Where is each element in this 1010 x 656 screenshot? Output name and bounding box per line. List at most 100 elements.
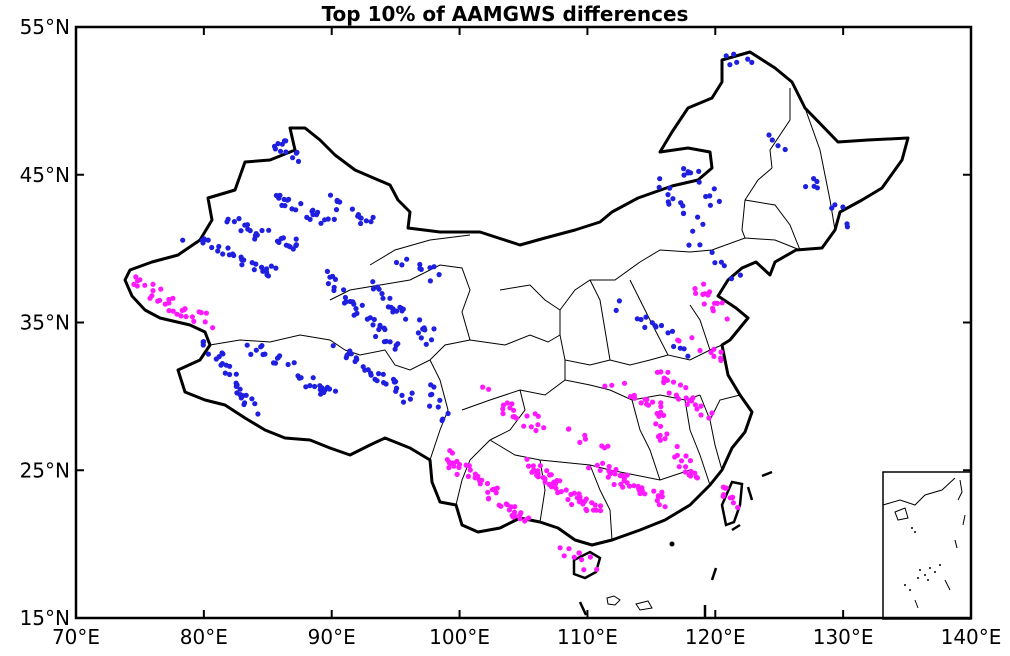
point-series-a (252, 236, 258, 242)
point-series-b (724, 316, 730, 322)
point-series-b (467, 467, 473, 473)
point-series-a (711, 186, 717, 192)
point-series-b (656, 413, 662, 419)
point-series-a (351, 312, 357, 318)
point-series-b (664, 377, 671, 383)
point-series-b (644, 397, 650, 403)
point-series-b (692, 286, 698, 292)
point-series-a (290, 155, 296, 161)
x-tick-label: 100°E (429, 625, 490, 649)
point-series-a (227, 371, 233, 378)
point-series-b (662, 436, 668, 442)
point-series-a (248, 351, 254, 357)
point-series-a (220, 251, 226, 257)
point-series-a (372, 376, 378, 382)
point-series-a (205, 237, 211, 243)
point-series-b (534, 472, 540, 478)
point-series-b (662, 504, 668, 510)
point-series-a (665, 330, 671, 336)
point-series-b (522, 517, 528, 523)
point-series-a (222, 370, 228, 376)
point-series-b (689, 398, 695, 404)
axes: 70°E 80°E 90°E 100°E 110°E 120°E 130°E 140°E 15°… (20, 15, 1002, 649)
point-series-a (213, 356, 219, 362)
point-series-a (665, 192, 671, 198)
point-series-a (291, 360, 297, 366)
point-series-a (373, 333, 379, 340)
point-series-b (694, 475, 701, 481)
point-series-b (484, 480, 491, 487)
point-series-b (670, 379, 677, 385)
point-series-a (344, 352, 350, 358)
point-series-a (829, 205, 835, 211)
point-series-b (683, 395, 689, 401)
point-series-a (295, 158, 302, 164)
point-series-a (392, 346, 398, 352)
point-series-a (782, 146, 788, 153)
point-series-b (480, 384, 486, 390)
point-series-a (180, 237, 186, 243)
point-series-b (706, 415, 712, 421)
point-series-a (417, 261, 423, 268)
point-series-b (597, 467, 603, 473)
x-tick-label: 70°E (52, 625, 100, 649)
point-series-b (735, 504, 741, 511)
point-series-a (275, 141, 281, 147)
point-series-b (597, 503, 604, 509)
point-series-a (216, 243, 222, 250)
map-title: Top 10% of AAMGWS differences (321, 2, 689, 26)
point-series-b (183, 314, 189, 320)
point-series-b (624, 480, 630, 486)
point-series-a (233, 371, 239, 377)
point-series-a (428, 337, 435, 343)
point-series-b (658, 404, 664, 410)
point-series-a (400, 306, 406, 312)
point-series-b (698, 412, 704, 418)
point-series-b (162, 301, 168, 307)
point-series-a (681, 172, 687, 178)
point-series-b (711, 300, 718, 306)
point-series-b (606, 468, 612, 474)
point-series-a (681, 346, 687, 352)
point-series-a (445, 410, 451, 417)
hainan-island (572, 550, 602, 580)
point-series-a (349, 206, 355, 212)
point-series-a (707, 193, 713, 199)
point-series-a (387, 339, 393, 345)
point-series-b (587, 554, 594, 560)
point-series-a (224, 219, 230, 225)
point-series-a (696, 179, 702, 185)
point-series-b (710, 305, 716, 311)
point-series-b (557, 545, 563, 551)
point-series-a (201, 236, 207, 242)
point-series-b (730, 500, 737, 506)
point-series-b (576, 499, 583, 505)
point-series-a (264, 266, 270, 272)
point-series-a (685, 353, 691, 359)
point-series-a (280, 235, 286, 241)
point-series-a (390, 309, 396, 315)
point-series-b (655, 494, 662, 500)
point-series-a (377, 324, 383, 330)
point-series-b (524, 456, 530, 462)
point-series-b (719, 300, 725, 306)
point-series-b (524, 413, 530, 419)
point-series-a (431, 326, 437, 332)
point-series-b (683, 464, 689, 470)
point-series-b (532, 411, 538, 417)
point-series-b (178, 313, 184, 319)
point-series-a (236, 216, 242, 222)
point-series-b (666, 390, 672, 396)
point-series-a (657, 176, 663, 182)
point-series-b (500, 402, 506, 408)
point-series-b (528, 424, 534, 430)
point-series-b (565, 496, 571, 503)
point-series-b (653, 421, 659, 427)
point-series-b (541, 425, 547, 431)
point-series-b (210, 325, 216, 331)
point-series-b (517, 516, 523, 522)
point-series-a (364, 316, 370, 322)
point-series-b (535, 422, 541, 428)
point-series-a (283, 242, 289, 248)
